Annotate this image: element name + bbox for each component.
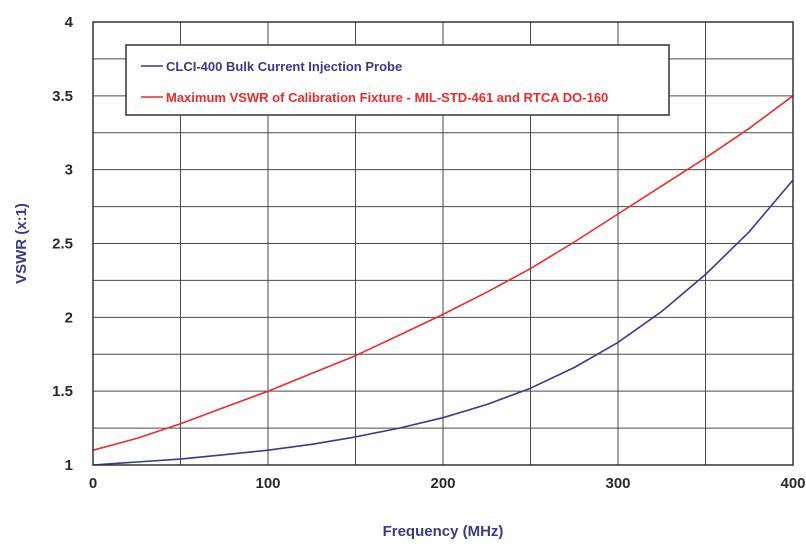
y-tick-label: 2 — [65, 309, 73, 326]
x-tick-label: 400 — [780, 475, 805, 492]
legend-box — [125, 44, 670, 116]
x-tick-label: 100 — [255, 475, 280, 492]
x-tick-labels: 0 100 200 300 400 — [89, 475, 806, 492]
legend: CLCI-400 Bulk Current Injection Probe Ma… — [125, 44, 670, 116]
y-tick-label: 3.5 — [52, 88, 73, 105]
y-tick-label: 2.5 — [52, 236, 73, 253]
y-tick-label: 3 — [65, 162, 73, 179]
y-tick-label: 4 — [65, 14, 74, 31]
x-tick-label: 200 — [430, 475, 455, 492]
y-tick-labels: 1 1.5 2 2.5 3 3.5 4 — [52, 14, 74, 474]
y-tick-label: 1.5 — [52, 383, 73, 400]
series-line-fixture — [92, 95, 794, 451]
x-tick-label: 300 — [605, 475, 630, 492]
plot-frame — [92, 21, 794, 466]
x-tick-label: 0 — [89, 475, 97, 492]
x-axis-title: Frequency (MHz) — [383, 523, 504, 540]
legend-label-fixture: Maximum VSWR of Calibration Fixture - MI… — [166, 90, 608, 105]
y-axis-title: VSWR (x:1) — [13, 203, 30, 284]
legend-label-probe: CLCI-400 Bulk Current Injection Probe — [166, 59, 402, 74]
series-lines — [92, 95, 794, 466]
series-line-probe — [92, 179, 794, 466]
y-tick-label: 1 — [65, 457, 73, 474]
